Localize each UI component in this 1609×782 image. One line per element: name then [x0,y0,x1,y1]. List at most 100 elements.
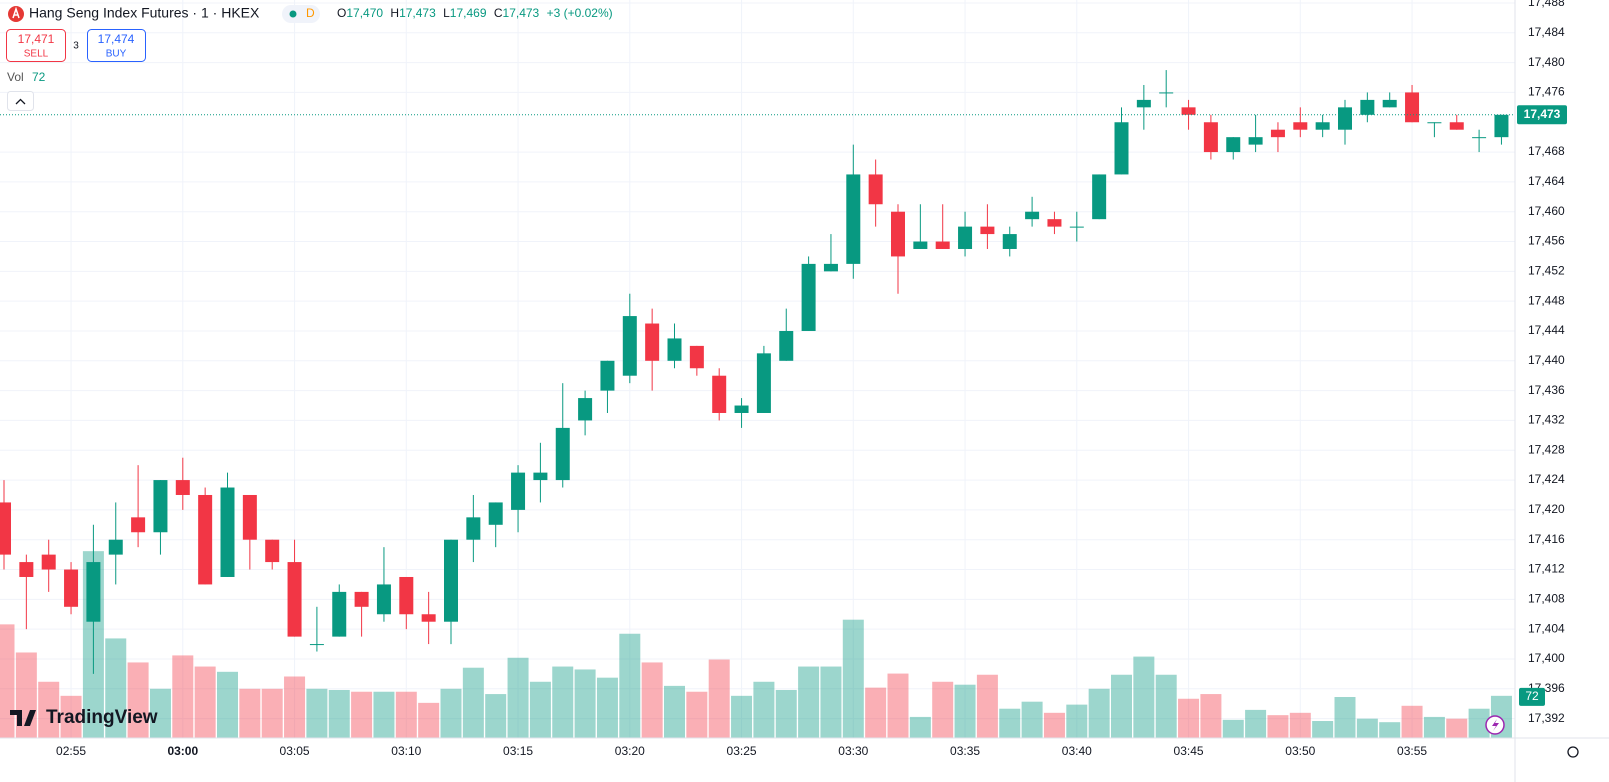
ohlc-value: 17,469 [450,6,487,20]
y-tick-label: 17,476 [1528,85,1565,99]
candle-body [756,353,771,413]
volume-bar [1289,712,1311,738]
y-tick-label: 17,412 [1528,562,1565,576]
candle-body [19,562,34,577]
ohlc: O17,470 H17,473 L17,469 C17,473 +3 (+0.0… [337,6,613,20]
candle-body [108,539,123,555]
candle-body [667,338,682,361]
candle-body [131,517,146,533]
candle-body [935,241,950,249]
candle-body [891,211,905,257]
x-tick-label: 03:55 [1397,744,1427,758]
volume-label: Vol [7,70,24,84]
x-tick-label: 03:00 [167,744,198,758]
volume-bar [731,695,753,738]
x-tick-label: 03:45 [1174,744,1204,758]
volume-bar [753,681,775,738]
price-pane [0,70,1515,674]
sell-price[interactable]: 17,471 [18,32,55,46]
volume-pane [0,551,1512,738]
candle-body [64,569,79,607]
candle-body [242,494,257,540]
candle-body [1248,137,1263,145]
candle-body [712,375,727,413]
volume-bar [1334,697,1356,738]
candle-body [265,539,280,563]
candle-body [913,241,928,249]
volume-bar [574,669,596,738]
volume-bar [149,688,171,738]
candle-body [645,323,660,361]
settings-button[interactable] [1567,746,1579,758]
x-tick-label: 03:20 [615,744,645,758]
last-price-label: 17,473 [1524,107,1561,121]
candle-body [1472,137,1487,139]
y-tick-label: 17,452 [1528,264,1565,278]
candle-body [1382,99,1397,108]
buy-label[interactable]: BUY [106,49,127,60]
collapse-icon[interactable] [15,98,26,105]
candle-body [1494,114,1509,138]
y-tick-label: 17,420 [1528,502,1565,516]
candle-body [399,576,414,615]
y-tick-label: 17,408 [1528,592,1565,606]
volume-bar [1088,688,1110,738]
y-tick-label: 17,460 [1528,204,1565,218]
volume-bar [462,667,484,738]
volume-bar [395,691,417,738]
lightning-icon[interactable] [1492,719,1499,731]
volume-bar [1312,721,1334,738]
candle-body [421,614,436,622]
y-tick-label: 17,480 [1528,55,1565,69]
buy-price[interactable]: 17,474 [98,32,135,46]
volume-bar [1446,718,1468,738]
candle-body [444,539,458,622]
last-volume-badge [1519,687,1545,706]
candle-body [1136,99,1151,108]
candle-body [555,427,570,481]
volume-bar [60,695,82,738]
candle-body [354,591,369,607]
candle-body [1315,122,1330,130]
volume-bar [619,633,641,738]
y-tick-label: 17,428 [1528,442,1565,456]
ohlc-label: O [337,6,346,20]
symbol-icon [8,6,24,22]
candle-body [980,226,995,235]
y-tick-label: 17,392 [1528,711,1565,725]
sell-button[interactable] [6,29,66,62]
candle-body [1293,122,1308,130]
y-tick-label: 17,444 [1528,323,1565,337]
candle-body [1069,226,1084,228]
volume-bar [887,673,909,738]
change: +3 (+0.02%) [547,6,613,20]
candle-body [734,405,749,413]
candle-body [153,480,168,533]
candle-body [801,263,816,331]
x-tick-label: 03:10 [391,744,421,758]
axes: 17,39217,39617,40017,40417,40817,41217,4… [56,0,1567,758]
sell-label[interactable]: SELL [24,49,49,60]
x-tick-label: 03:05 [280,744,310,758]
candle-body [1427,122,1442,124]
volume-bar [373,691,395,738]
volume-bar [1021,701,1043,738]
volume-bar [976,674,998,738]
candle-body [1226,137,1241,153]
buy-button[interactable] [87,29,146,62]
volume-value: 72 [32,70,46,84]
volume-bar [1043,712,1065,738]
candle-body [0,502,11,555]
candle-body [41,554,56,570]
volume-bar [1356,718,1378,738]
candle-body [958,226,973,249]
volume-bar [105,638,127,738]
volume-bar [261,688,283,738]
volume-bar [194,666,216,738]
y-tick-label: 17,488 [1528,0,1565,9]
collapse-button[interactable] [7,91,34,111]
volume-bar [820,666,842,738]
volume-bar [708,659,730,738]
volume-bar [1178,698,1200,738]
